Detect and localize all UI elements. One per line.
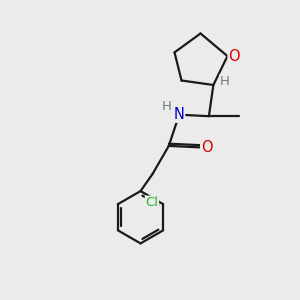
- Text: O: O: [228, 49, 240, 64]
- Text: O: O: [201, 140, 212, 155]
- Text: N: N: [174, 107, 184, 122]
- Text: Cl: Cl: [146, 196, 158, 209]
- Text: H: H: [220, 75, 230, 88]
- Text: H: H: [162, 100, 172, 113]
